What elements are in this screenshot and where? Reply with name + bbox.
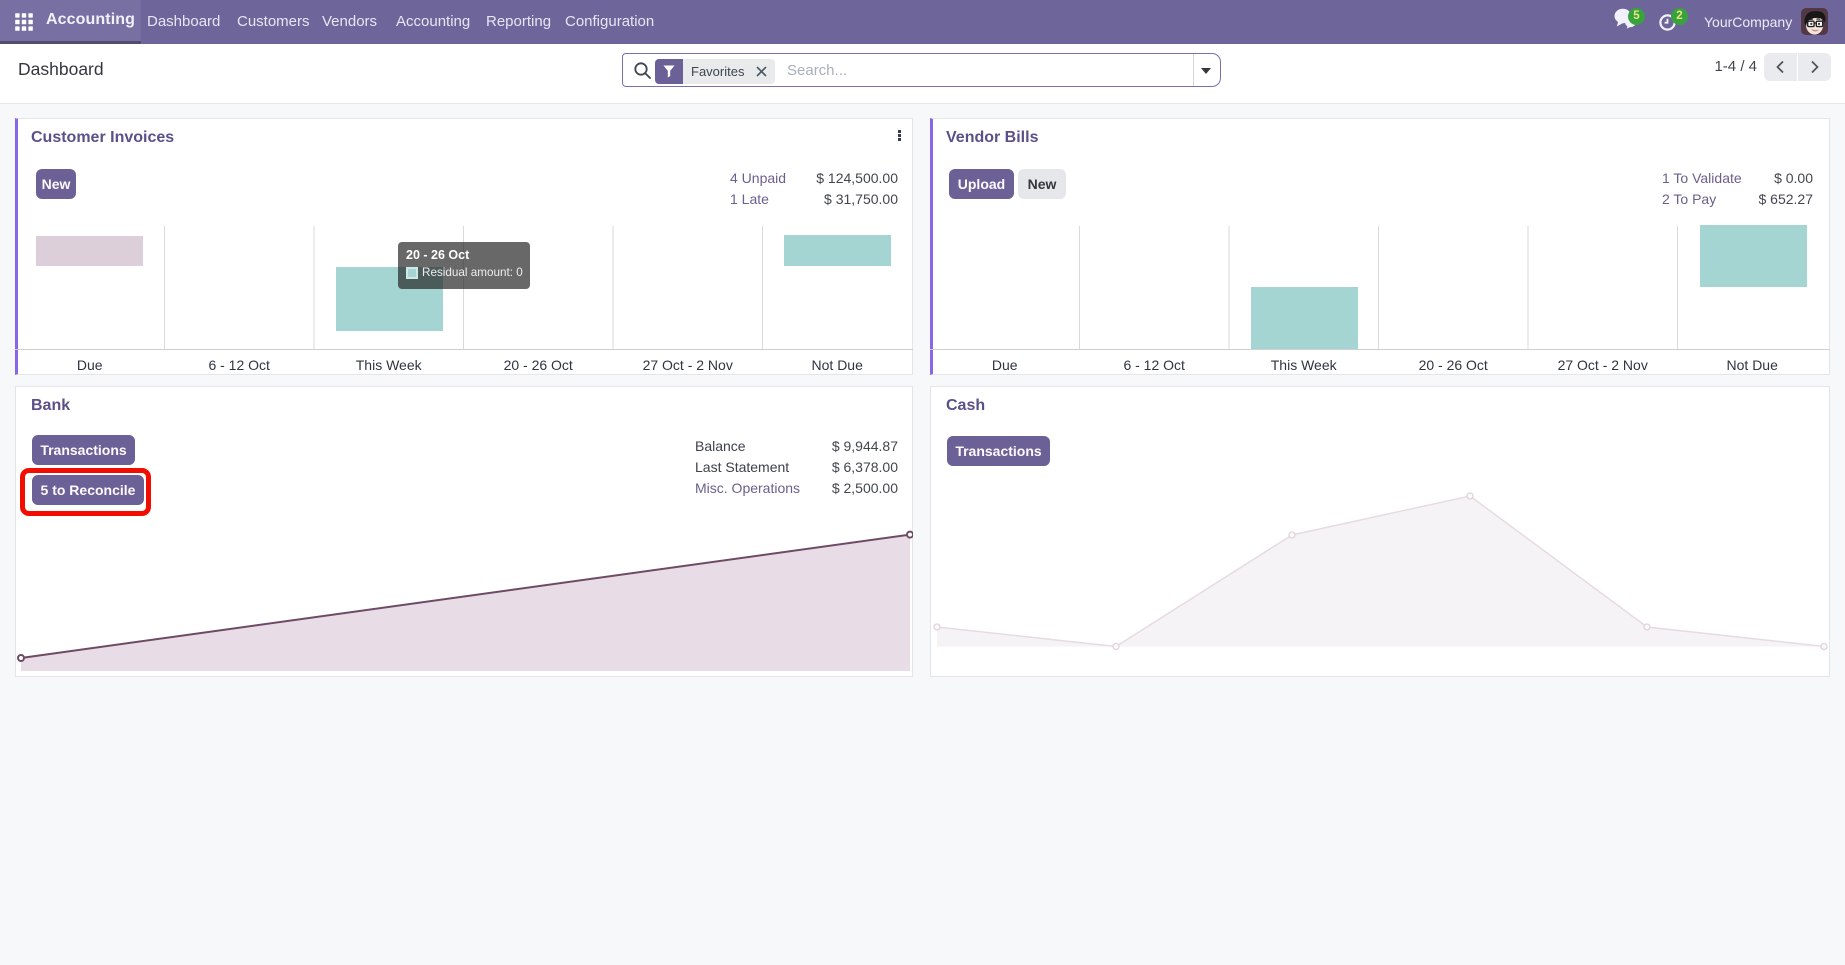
- svg-text:20 - 26 Oct: 20 - 26 Oct: [504, 357, 573, 373]
- svg-text:20 - 26 Oct: 20 - 26 Oct: [1419, 357, 1488, 373]
- svg-text:6 - 12 Oct: 6 - 12 Oct: [208, 357, 270, 373]
- svg-text:Due: Due: [77, 357, 103, 373]
- svg-text:27 Oct - 2 Nov: 27 Oct - 2 Nov: [643, 357, 733, 373]
- svg-text:This Week: This Week: [356, 357, 423, 373]
- svg-text:Not Due: Not Due: [1727, 357, 1779, 373]
- svg-text:This Week: This Week: [1271, 357, 1338, 373]
- svg-text:27 Oct - 2 Nov: 27 Oct - 2 Nov: [1558, 357, 1648, 373]
- svg-text:Not Due: Not Due: [812, 357, 864, 373]
- svg-text:Due: Due: [992, 357, 1018, 373]
- svg-text:6 - 12 Oct: 6 - 12 Oct: [1123, 357, 1185, 373]
